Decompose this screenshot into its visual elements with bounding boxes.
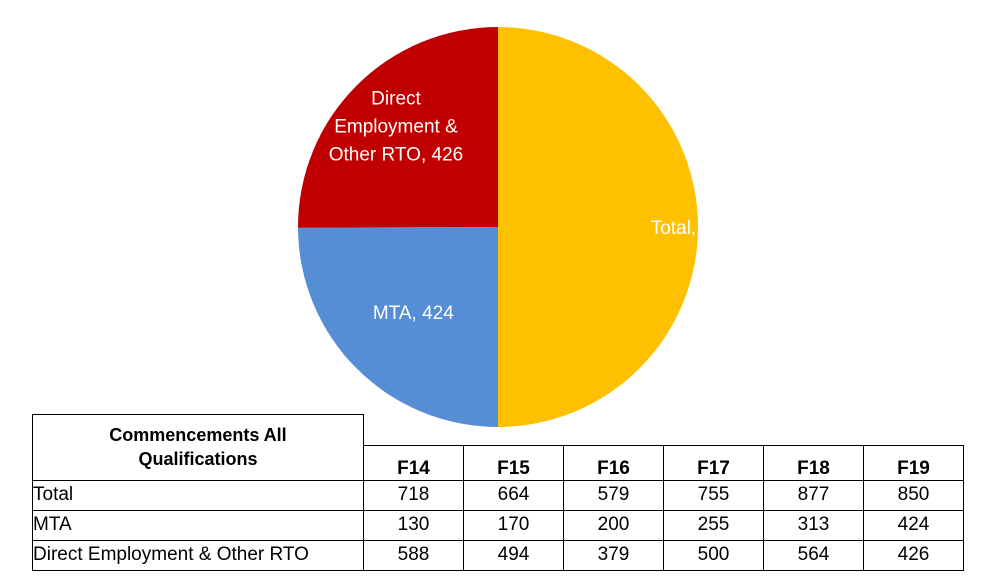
pie-slice-label-line: Employment & bbox=[334, 116, 458, 137]
pie-slice-label: Total, 850 bbox=[651, 218, 733, 239]
table-cell: 170 bbox=[463, 509, 564, 541]
table-cell: 426 bbox=[863, 539, 964, 571]
table-title: Commencements All Qualifications bbox=[32, 414, 364, 481]
table-row: Direct Employment & Other RTO 588 494 37… bbox=[32, 539, 964, 571]
row-label: MTA bbox=[32, 509, 364, 541]
table-cell: 718 bbox=[363, 479, 464, 511]
column-header: F14 bbox=[363, 444, 464, 481]
pie-slice-label: Direct Employment & Other RTO, 426 bbox=[329, 88, 463, 165]
pie-slice-direct-employment-other-rto bbox=[298, 27, 498, 228]
table-cell: 588 bbox=[363, 539, 464, 571]
table-row: MTA 130 170 200 255 313 424 bbox=[32, 509, 964, 541]
pie-slice-mta bbox=[298, 227, 498, 427]
pie-slice-label-line: Total, 850 bbox=[651, 218, 733, 239]
pie-slice-label-line: Other RTO, 426 bbox=[329, 144, 463, 165]
table-cell: 500 bbox=[663, 539, 764, 571]
table-cell: 877 bbox=[763, 479, 864, 511]
row-label: Direct Employment & Other RTO bbox=[32, 539, 364, 571]
table-title-line1: Commencements All bbox=[109, 425, 287, 446]
pie-slice-label-line: MTA, 424 bbox=[373, 303, 454, 324]
pie-slice-label-line: Direct bbox=[371, 88, 421, 109]
row-label: Total bbox=[32, 479, 364, 511]
table-header-spacer bbox=[363, 414, 964, 446]
table-cell: 579 bbox=[563, 479, 664, 511]
column-header: F18 bbox=[763, 444, 864, 481]
table-row: Total 718 664 579 755 877 850 bbox=[32, 479, 964, 511]
table-cell: 200 bbox=[563, 509, 664, 541]
pie-slice-label: MTA, 424 bbox=[373, 303, 454, 324]
table-title-line2: Qualifications bbox=[138, 449, 258, 470]
column-header: F16 bbox=[563, 444, 664, 481]
table-cell: 755 bbox=[663, 479, 764, 511]
table-title-row: Commencements All Qualifications bbox=[32, 414, 964, 481]
table-cell: 850 bbox=[863, 479, 964, 511]
table-cell: 130 bbox=[363, 509, 464, 541]
pie-chart: Total, 850 MTA, 424 Direct Employment & Othe… bbox=[298, 27, 733, 427]
column-header: F15 bbox=[463, 444, 564, 481]
table-cell: 424 bbox=[863, 509, 964, 541]
pie-slice-total bbox=[498, 27, 698, 427]
column-header: F19 bbox=[863, 444, 964, 481]
commencements-table: Commencements All Qualifications F14 F15… bbox=[32, 414, 964, 571]
table-cell: 313 bbox=[763, 509, 864, 541]
table-cell: 379 bbox=[563, 539, 664, 571]
table-cell: 564 bbox=[763, 539, 864, 571]
table-cell: 494 bbox=[463, 539, 564, 571]
table-cell: 255 bbox=[663, 509, 764, 541]
column-header: F17 bbox=[663, 444, 764, 481]
table-cell: 664 bbox=[463, 479, 564, 511]
